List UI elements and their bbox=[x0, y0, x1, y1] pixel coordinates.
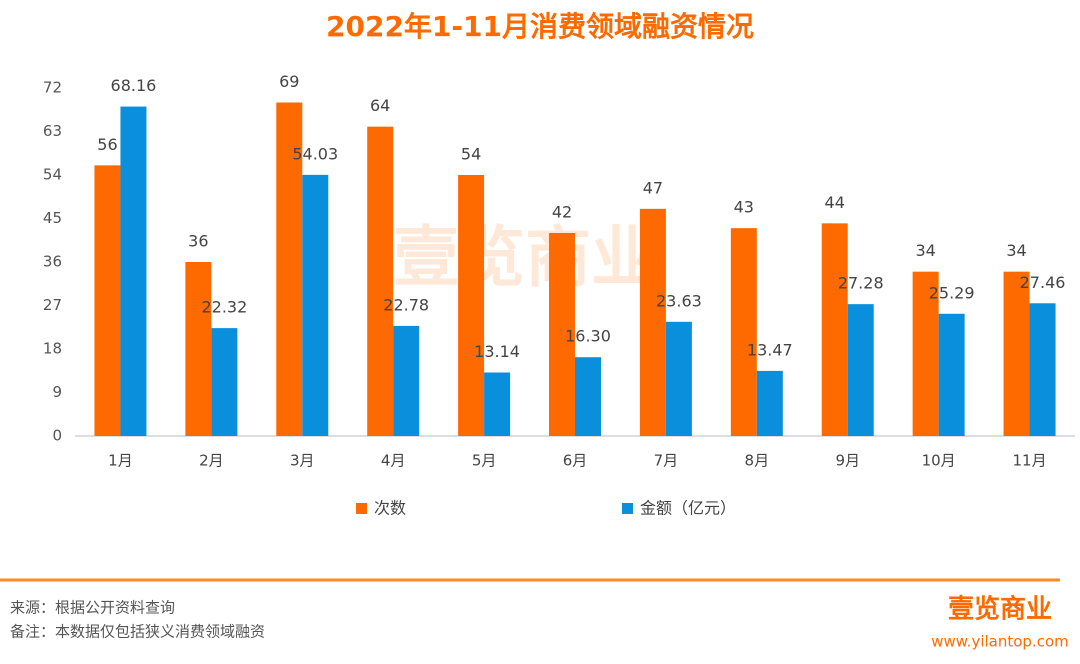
x-tick-label: 11月 bbox=[1012, 452, 1046, 470]
legend-swatch bbox=[356, 503, 367, 514]
bar bbox=[821, 223, 848, 436]
value-label: 56 bbox=[97, 135, 117, 154]
bar bbox=[756, 370, 783, 436]
y-tick-label: 63 bbox=[43, 122, 62, 140]
value-label: 25.29 bbox=[929, 283, 975, 302]
x-tick-label: 10月 bbox=[922, 452, 956, 470]
x-tick-label: 3月 bbox=[290, 452, 315, 470]
bar bbox=[1003, 271, 1030, 436]
x-tick-label: 8月 bbox=[745, 452, 770, 470]
note: 备注：本数据仅包括狭义消费领域融资 bbox=[10, 623, 265, 641]
value-label: 13.47 bbox=[747, 340, 793, 359]
bar bbox=[1029, 303, 1056, 436]
value-label: 42 bbox=[552, 203, 572, 222]
legend-label: 金额（亿元） bbox=[640, 499, 736, 518]
value-label: 34 bbox=[1006, 241, 1026, 260]
source: 来源：根据公开资料查询 bbox=[10, 599, 175, 617]
y-tick-label: 36 bbox=[43, 253, 62, 271]
x-tick-label: 2月 bbox=[199, 452, 224, 470]
legend-label: 次数 bbox=[374, 499, 406, 518]
y-tick-label: 72 bbox=[43, 79, 62, 97]
bar bbox=[458, 175, 485, 436]
value-label: 44 bbox=[825, 193, 845, 212]
value-label: 47 bbox=[643, 178, 663, 197]
value-label: 69 bbox=[279, 72, 299, 91]
x-tick-label: 4月 bbox=[381, 452, 406, 470]
value-label: 54 bbox=[461, 145, 481, 164]
x-tick-label: 9月 bbox=[835, 452, 860, 470]
bar bbox=[639, 208, 666, 436]
value-label: 68.16 bbox=[111, 76, 157, 95]
bar bbox=[665, 321, 692, 436]
bar bbox=[938, 313, 965, 436]
legend-swatch bbox=[622, 503, 633, 514]
bar bbox=[211, 328, 238, 436]
value-label: 36 bbox=[188, 232, 208, 251]
y-tick-label: 45 bbox=[43, 209, 62, 227]
watermark: 壹览商业 bbox=[393, 219, 657, 296]
y-tick-label: 0 bbox=[52, 427, 62, 445]
y-tick-label: 9 bbox=[52, 383, 62, 401]
bar bbox=[393, 325, 420, 436]
value-label: 23.63 bbox=[656, 291, 702, 310]
bar bbox=[575, 357, 601, 436]
bar bbox=[847, 304, 874, 436]
value-label: 22.78 bbox=[383, 295, 429, 314]
y-tick-label: 54 bbox=[43, 166, 62, 184]
bar bbox=[730, 228, 757, 436]
y-tick-label: 18 bbox=[43, 340, 62, 358]
value-label: 13.14 bbox=[474, 342, 520, 361]
value-label: 43 bbox=[734, 198, 754, 217]
value-label: 54.03 bbox=[292, 144, 338, 163]
bar bbox=[484, 372, 511, 436]
bar bbox=[549, 233, 575, 436]
value-label: 27.28 bbox=[838, 274, 884, 293]
x-tick-label: 1月 bbox=[108, 452, 133, 470]
value-label: 64 bbox=[370, 96, 390, 115]
value-label: 34 bbox=[915, 241, 935, 260]
x-tick-label: 7月 bbox=[654, 452, 679, 470]
x-tick-label: 6月 bbox=[563, 452, 588, 470]
bar bbox=[912, 271, 939, 436]
x-tick-label: 5月 bbox=[472, 452, 497, 470]
bar bbox=[276, 102, 303, 436]
website: www.yilantop.com bbox=[931, 633, 1069, 651]
bar bbox=[94, 165, 121, 437]
value-label: 22.32 bbox=[201, 298, 247, 317]
bar bbox=[185, 262, 212, 436]
brand-logo: 壹览商业 bbox=[948, 594, 1052, 625]
y-tick-label: 27 bbox=[43, 296, 62, 314]
bar bbox=[302, 174, 329, 437]
bar bbox=[367, 126, 394, 437]
bar bbox=[120, 106, 147, 436]
chart-title: 2022年1-11月消费领域融资情况 bbox=[326, 10, 754, 43]
value-label: 16.30 bbox=[565, 327, 611, 346]
value-label: 27.46 bbox=[1020, 273, 1066, 292]
